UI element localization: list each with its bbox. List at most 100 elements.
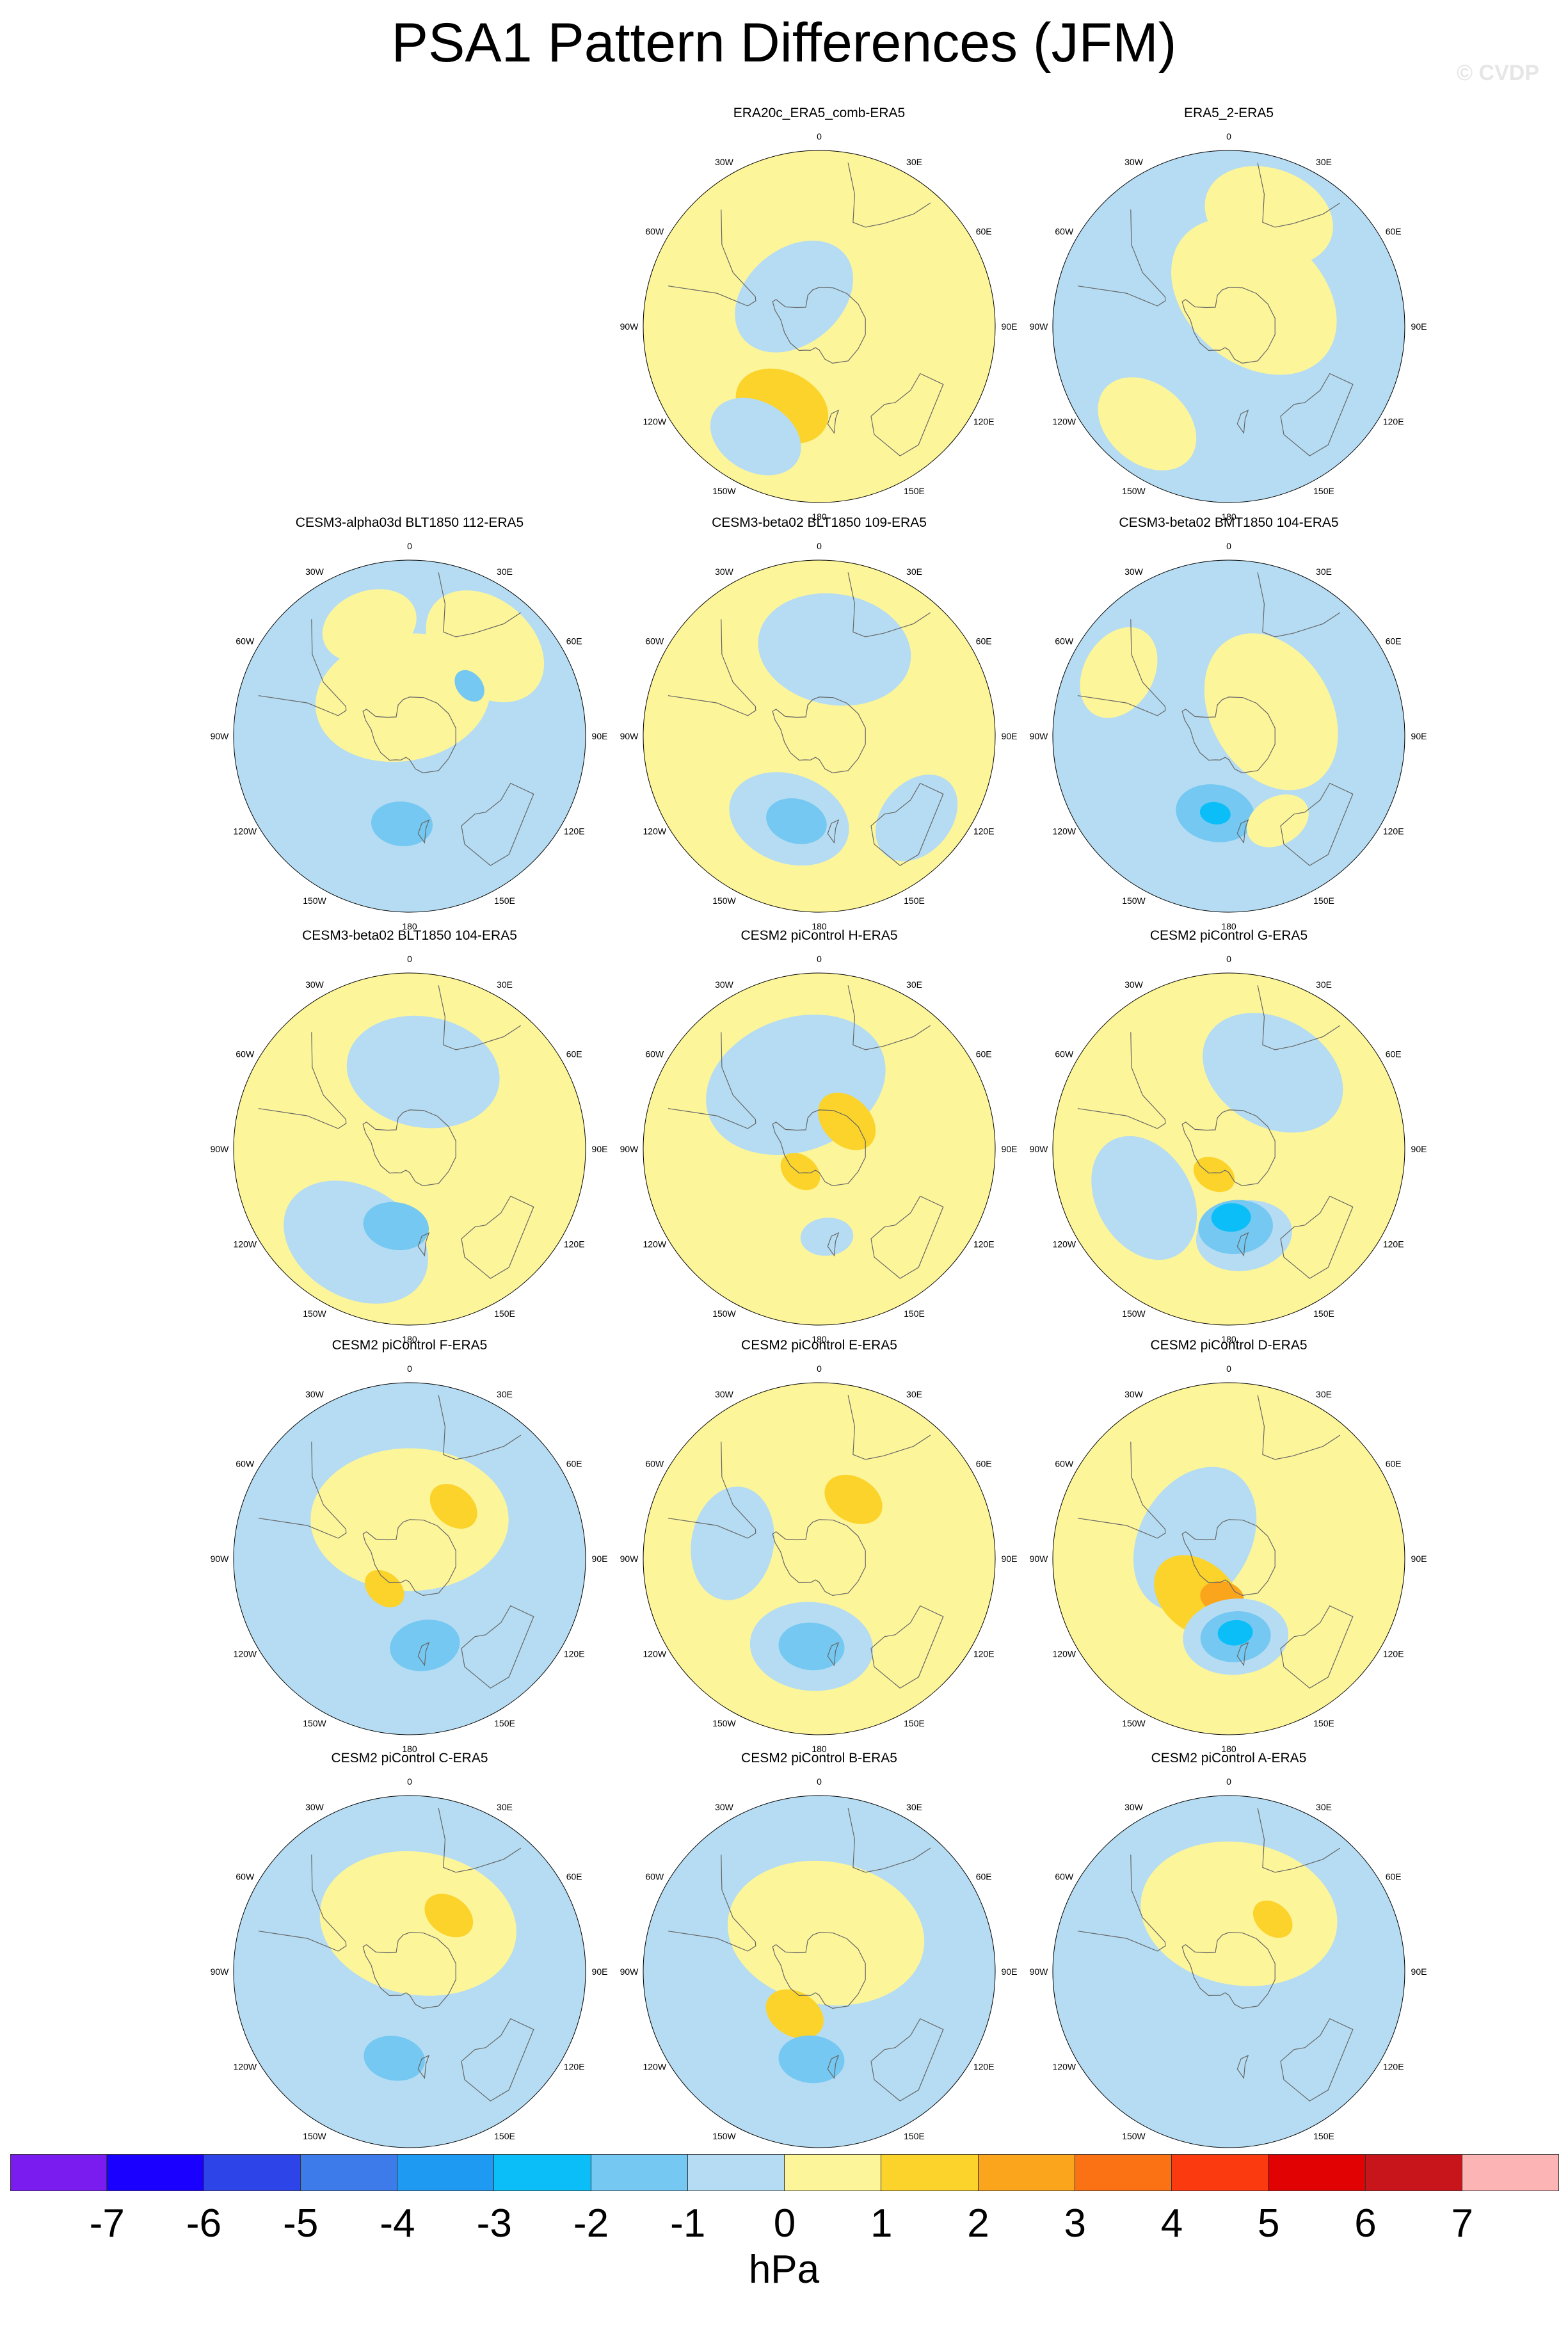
- map-panel: CESM2 piControl F-ERA5 0 30E 60E 90E 120E 150E…: [205, 1338, 614, 1754]
- anomaly-contour: [429, 1484, 477, 1529]
- anomaly-contour: [1204, 633, 1338, 791]
- longitude-label: 180: [1221, 921, 1236, 931]
- coastline: [1181, 696, 1276, 774]
- longitude-label: 60E: [976, 1459, 992, 1469]
- anomaly-contour: [1247, 794, 1309, 848]
- longitude-label: 150W: [1122, 896, 1146, 906]
- coastline: [1280, 1605, 1354, 1689]
- coastline: [772, 287, 866, 364]
- longitude-label: 120W: [643, 417, 667, 427]
- coastline: [870, 373, 944, 456]
- colorbar-tick-label: 3: [1064, 2201, 1086, 2246]
- longitude-label: 30W: [1124, 157, 1144, 167]
- anomaly-contour: [1204, 166, 1333, 266]
- longitude-label: 120E: [564, 1239, 585, 1250]
- panel-title: CESM2 piControl A-ERA5: [1151, 1751, 1307, 1765]
- anomaly-contour: [1203, 1013, 1343, 1133]
- longitude-label: 30E: [497, 567, 513, 577]
- anomaly-contour: [1193, 1157, 1235, 1193]
- longitude-label: 60E: [1386, 1872, 1402, 1882]
- longitude-label: 120E: [1383, 826, 1404, 837]
- longitude-label: 180: [812, 1334, 827, 1344]
- longitude-label: 120W: [1053, 417, 1076, 427]
- longitude-label: 150W: [1122, 1308, 1146, 1319]
- longitude-label: 60E: [566, 636, 582, 647]
- longitude-label: 180: [812, 921, 827, 931]
- longitude-label: 120W: [643, 1649, 667, 1659]
- coastline: [1181, 1519, 1276, 1596]
- coastline: [438, 1395, 522, 1460]
- longitude-label: 90E: [1411, 1966, 1427, 1977]
- longitude-label: 60W: [236, 1872, 255, 1882]
- colorbar-swatch: [300, 2154, 397, 2191]
- coastline: [1257, 1808, 1341, 1873]
- longitude-label: 120W: [643, 1239, 667, 1250]
- coastline: [438, 985, 522, 1050]
- map-panel: CESM2 piControl C-ERA5 0 30E 60E 90E 120E 150E…: [205, 1751, 614, 2167]
- longitude-label: 180: [1221, 1744, 1236, 1754]
- longitude-label: 60E: [976, 1049, 992, 1059]
- longitude-label: 30E: [906, 1802, 922, 1812]
- longitude-label: 150E: [494, 896, 515, 906]
- longitude-label: 150W: [712, 896, 736, 906]
- coastline: [847, 572, 931, 638]
- map-background: [643, 1383, 995, 1735]
- anomaly-contour: [765, 1989, 824, 2039]
- coastline: [847, 163, 931, 228]
- map-border: [1052, 150, 1405, 503]
- longitude-label: 90E: [1002, 1554, 1018, 1564]
- longitude-label: 120W: [234, 826, 257, 837]
- panel-title: CESM3-beta02 BMT1850 104-ERA5: [1119, 515, 1339, 530]
- coastline: [1236, 2054, 1249, 2080]
- longitude-label: 30E: [906, 1389, 922, 1399]
- longitude-label: 180: [402, 1334, 417, 1344]
- longitude-label: 150W: [1122, 486, 1146, 496]
- colorbar-tick-label: 5: [1258, 2201, 1280, 2246]
- longitude-label: 60W: [645, 636, 664, 647]
- anomaly-contour: [1140, 1841, 1338, 1986]
- longitude-label: 90E: [592, 1554, 608, 1564]
- longitude-label: 60W: [645, 1459, 664, 1469]
- colorbar-unit: hPa: [748, 2248, 820, 2292]
- longitude-label: 90E: [1002, 321, 1018, 332]
- longitude-label: 120W: [1053, 826, 1076, 837]
- longitude-label: 30E: [1316, 157, 1332, 167]
- anomaly-contour: [766, 798, 827, 844]
- longitude-label: 90E: [592, 1144, 608, 1154]
- longitude-label: 0: [1226, 954, 1231, 964]
- map-panel: CESM2 piControl D-ERA5 0 30E 60E 90E 120E 150E…: [1024, 1338, 1434, 1754]
- longitude-label: 120E: [1383, 1239, 1404, 1250]
- map-panel: CESM2 piControl B-ERA5 0 30E 60E 90E 120E 150E…: [614, 1751, 1024, 2167]
- longitude-label: 150W: [712, 486, 736, 496]
- colorbar-tick-label: -5: [283, 2201, 319, 2246]
- coastline: [461, 2018, 534, 2102]
- longitude-label: 120E: [564, 2062, 585, 2072]
- longitude-label: 60E: [1386, 1049, 1402, 1059]
- panel-title: CESM2 piControl H-ERA5: [740, 928, 898, 943]
- longitude-label: 30W: [1124, 979, 1144, 990]
- map-border: [643, 150, 996, 503]
- colorbar-swatch: [494, 2154, 591, 2191]
- longitude-label: 0: [407, 1363, 412, 1374]
- colorbar-swatch: [1075, 2154, 1172, 2191]
- anomaly-contour: [371, 801, 433, 846]
- coastline: [258, 1442, 347, 1539]
- anomaly-contour: [319, 1851, 516, 1996]
- colorbar-tick-label: 0: [773, 2201, 796, 2246]
- anomaly-contour: [390, 1620, 460, 1671]
- colorbar-tick-label: 4: [1160, 2201, 1183, 2246]
- longitude-label: 90W: [211, 1966, 230, 1977]
- longitude-label: 30W: [305, 567, 324, 577]
- longitude-label: 30E: [906, 157, 922, 167]
- longitude-label: 0: [407, 1776, 412, 1787]
- coastline: [1236, 409, 1249, 435]
- longitude-label: 60E: [976, 636, 992, 647]
- anomaly-contour: [735, 240, 853, 353]
- coastline: [772, 1519, 866, 1596]
- longitude-label: 90W: [211, 731, 230, 741]
- coastline: [1236, 1232, 1249, 1257]
- anomaly-contour: [364, 2036, 425, 2081]
- anomaly-contour: [1199, 801, 1231, 824]
